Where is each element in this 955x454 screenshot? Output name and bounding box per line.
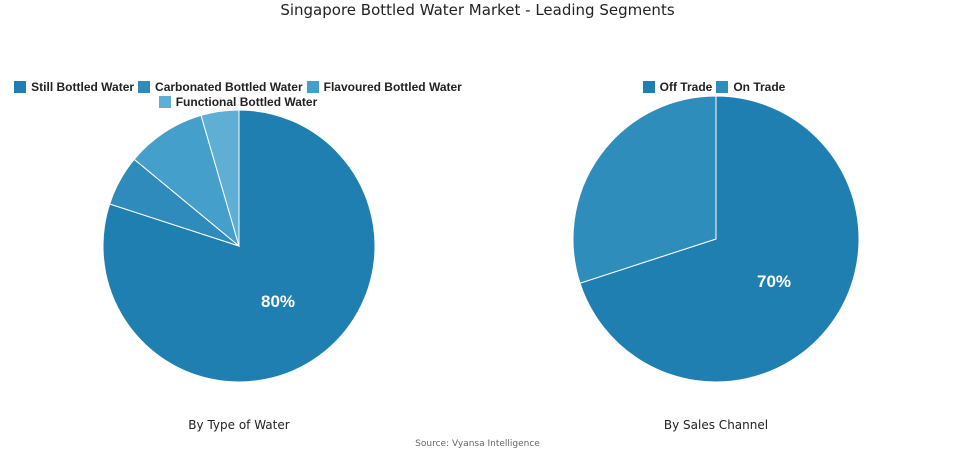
legend-swatch-icon [14, 80, 27, 93]
pie-slice-off-trade[interactable] [579, 95, 860, 383]
legend-label: Carbonated Bottled Water [155, 79, 303, 94]
legend-swatch-icon [138, 80, 151, 93]
legend-swatch-icon [306, 80, 319, 93]
legend-item-functional[interactable]: Functional Bottled Water [158, 94, 318, 109]
pie-data-label-still: 80% [261, 292, 296, 311]
legend-swatch-icon [642, 80, 655, 93]
subtitle-sales-channel: By Sales Channel [663, 418, 769, 432]
legend-label: Flavoured Bottled Water [323, 79, 462, 94]
legend-item-off-trade[interactable]: Off Trade [642, 79, 713, 94]
chart-title: Singapore Bottled Water Market - Leading… [280, 1, 675, 19]
legend-item-flavoured[interactable]: Flavoured Bottled Water [306, 79, 462, 94]
subtitle-type-of-water: By Type of Water [188, 418, 290, 432]
legend-label: Still Bottled Water [31, 79, 135, 94]
legend-sales-channel: Off Trade On Trade [616, 79, 816, 94]
legend-item-carbonated[interactable]: Carbonated Bottled Water [138, 80, 303, 94]
pie-slice-on-trade[interactable] [572, 95, 717, 284]
legend-swatch-icon [716, 80, 729, 93]
legend-swatch-icon [158, 95, 171, 108]
pie-data-label-off-trade: 70% [757, 272, 792, 291]
legend-label: On Trade [733, 79, 786, 94]
source-note: Source: Vyansa Intelligence [415, 439, 540, 449]
pie-slice-flavoured-bottled-water[interactable] [133, 114, 240, 248]
legend-item-still[interactable]: Still Bottled Water [14, 80, 134, 94]
legend-type-of-water: Still Bottled Water Carbonated Bottled W… [14, 79, 462, 109]
legend-label: Functional Bottled Water [175, 94, 318, 109]
pie-slice-functional-bottled-water[interactable] [200, 109, 240, 247]
legend-label: Off Trade [659, 79, 713, 94]
legend-item-on-trade[interactable]: On Trade [716, 80, 785, 94]
